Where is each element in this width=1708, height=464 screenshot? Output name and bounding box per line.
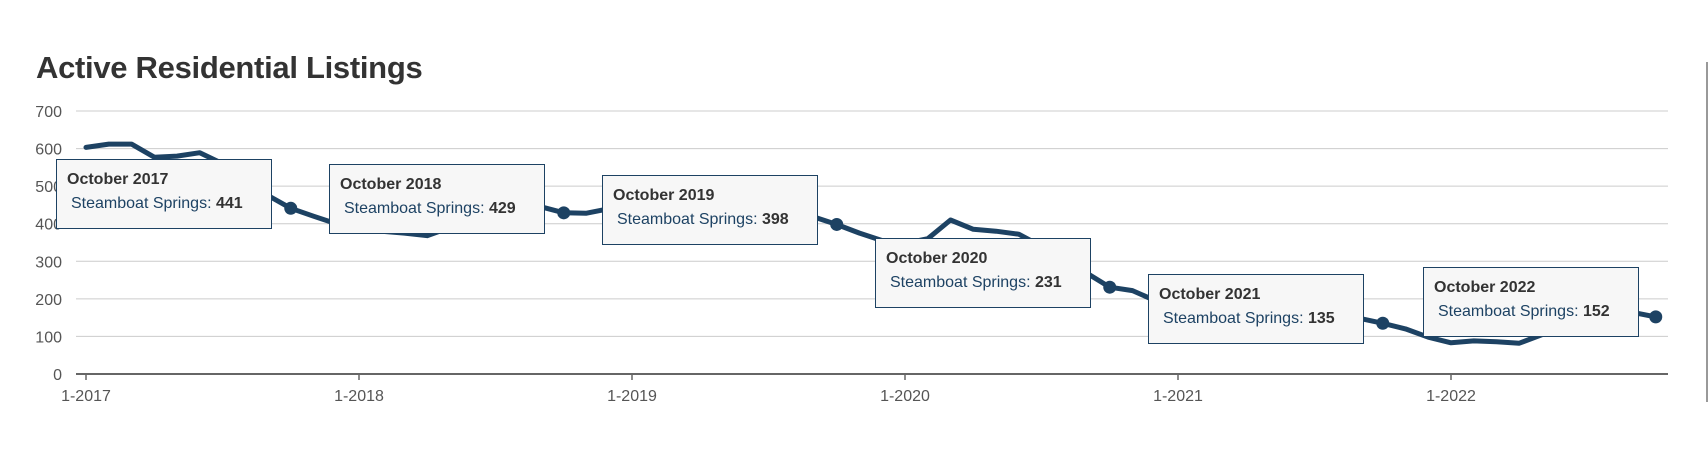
tooltip: October 2018 Steamboat Springs: 429 [329,164,545,234]
tooltip-title: October 2020 [886,250,988,267]
x-tick-label: 1-2017 [61,388,111,405]
tooltip-line: Steamboat Springs: 398 [613,209,807,231]
tooltip-value: 429 [488,200,516,217]
x-tick-label: 1-2022 [1426,388,1476,405]
tooltip-line: Steamboat Springs: 152 [1434,301,1628,323]
y-tick-label: 600 [35,142,62,159]
data-point [1376,316,1390,330]
x-tick-label: 1-2020 [880,388,930,405]
tooltip: October 2021 Steamboat Springs: 135 [1148,274,1364,344]
chart-title: Active Residential Listings [36,50,423,85]
series-line [83,141,1659,346]
tooltip-series-name: Steamboat Springs: [344,200,485,217]
tooltip-value: 398 [761,211,789,228]
y-tick-label: 300 [35,254,62,271]
y-tick-label: 700 [35,104,62,121]
tooltip: October 2019 Steamboat Springs: 398 [602,175,818,245]
data-point [830,217,844,231]
scrollbar-edge [1706,62,1708,402]
tooltip-line: Steamboat Springs: 231 [886,272,1080,294]
y-tick-label: 200 [35,292,62,309]
tooltip-series-name: Steamboat Springs: [890,274,1031,291]
data-point [284,201,298,215]
y-tick-label: 0 [53,367,62,384]
tooltip-value: 152 [1582,303,1610,320]
tooltip-title: October 2018 [340,176,442,193]
tooltip: October 2020 Steamboat Springs: 231 [875,238,1091,308]
tooltip: October 2022 Steamboat Springs: 152 [1423,267,1639,337]
tooltip-title: October 2017 [67,171,169,188]
tooltip-line: Steamboat Springs: 135 [1159,308,1353,330]
tooltip-title: October 2019 [613,187,715,204]
tooltip-title: October 2022 [1434,279,1536,296]
tooltip-line: Steamboat Springs: 441 [67,193,261,215]
x-tick-label: 1-2021 [1153,388,1203,405]
tooltip-value: 135 [1307,310,1335,327]
tooltip-title: October 2021 [1159,286,1261,303]
x-tick-label: 1-2019 [607,388,657,405]
tooltip-series-name: Steamboat Springs: [1438,303,1579,320]
tooltip-line: Steamboat Springs: 429 [340,198,534,220]
y-tick-label: 500 [35,179,62,196]
tooltip-value: 441 [215,195,243,212]
y-tick-label: 400 [35,217,62,234]
y-tick-label: 100 [35,329,62,346]
tooltip: October 2017 Steamboat Springs: 441 [56,159,272,229]
data-point [1103,280,1117,294]
data-point [557,206,571,220]
tooltip-series-name: Steamboat Springs: [617,211,758,228]
tooltip-series-name: Steamboat Springs: [1163,310,1304,327]
tooltip-series-name: Steamboat Springs: [71,195,212,212]
x-tick-label: 1-2018 [334,388,384,405]
tooltip-value: 231 [1034,274,1062,291]
data-point [1649,310,1663,324]
